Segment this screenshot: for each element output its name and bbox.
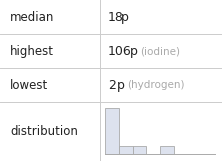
Bar xyxy=(105,108,119,154)
Text: (iodine): (iodine) xyxy=(140,46,180,56)
Bar xyxy=(133,146,146,154)
Text: median: median xyxy=(10,10,54,24)
Text: p: p xyxy=(117,79,125,91)
Text: distribution: distribution xyxy=(10,125,78,138)
Text: highest: highest xyxy=(10,44,54,57)
Text: (hydrogen): (hydrogen) xyxy=(127,80,184,90)
Text: 106: 106 xyxy=(108,44,132,57)
Text: lowest: lowest xyxy=(10,79,48,91)
Bar xyxy=(119,146,133,154)
Text: p: p xyxy=(130,44,138,57)
Text: p: p xyxy=(121,10,129,24)
Text: 2: 2 xyxy=(108,79,116,91)
Text: 18: 18 xyxy=(108,10,124,24)
Bar xyxy=(160,146,174,154)
